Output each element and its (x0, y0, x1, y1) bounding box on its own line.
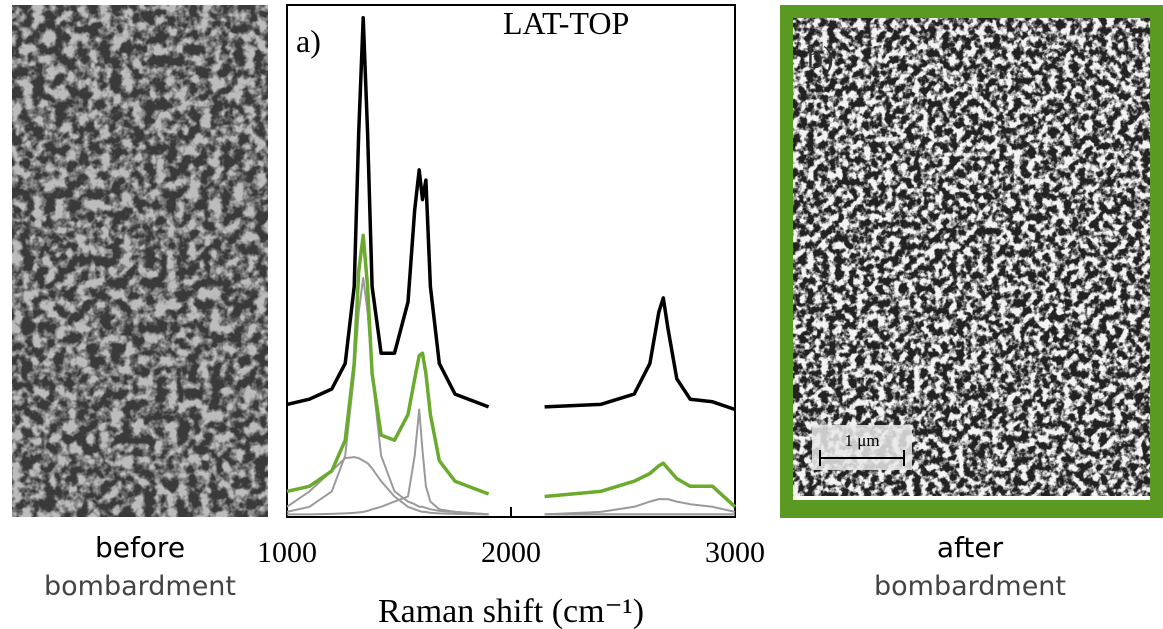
x-axis-label: Raman shift (cm⁻¹) (378, 593, 644, 629)
caption: bombardment (874, 571, 1066, 602)
x-tick-label: 2000 (481, 536, 541, 569)
spectrum-line (286, 16, 736, 412)
caption: after (937, 531, 1004, 564)
x-tick-label: 1000 (257, 536, 317, 569)
x-tick-label: 3000 (705, 536, 765, 569)
sem-image-after (780, 5, 1163, 518)
caption: before (95, 531, 185, 564)
annotation: LAT-TOP (503, 5, 629, 41)
sem-image-before (12, 5, 268, 517)
spectrum-line (286, 276, 735, 516)
spectrum-line (286, 233, 737, 509)
caption: bombardment (44, 571, 236, 602)
panel-label: b) (807, 39, 834, 75)
spectrum-line (286, 456, 736, 516)
scale-bar-label: 1 μm (844, 431, 879, 450)
panel-label: a) (296, 23, 321, 59)
raman-plot: a) LAT-TOP Raman shift (cm⁻¹) 1000 2000 30… (257, 4, 765, 629)
